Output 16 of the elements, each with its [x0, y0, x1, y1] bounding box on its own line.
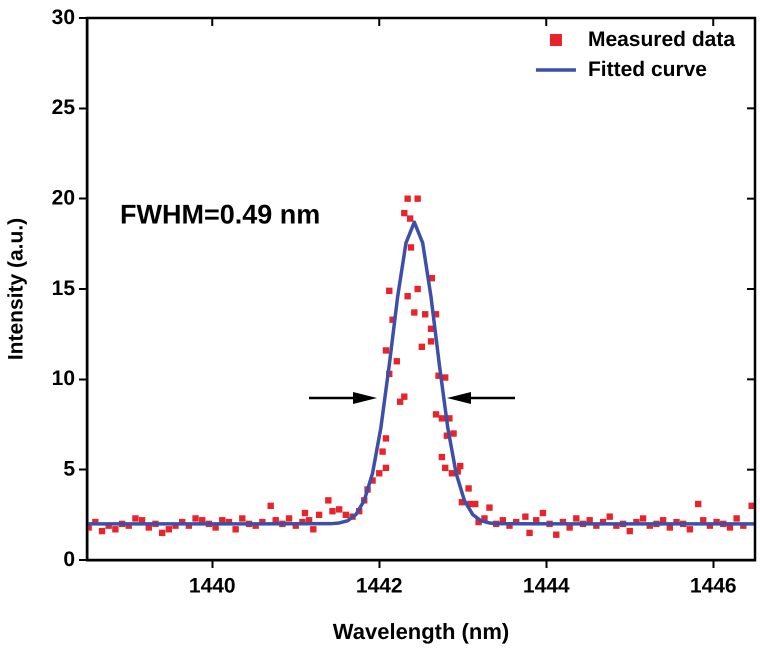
- y-tick-label: 30: [52, 6, 75, 29]
- legend-label: Measured data: [588, 28, 736, 51]
- y-tick-label: 15: [52, 276, 76, 300]
- annotation: FWHM=0.49 nm: [120, 199, 320, 230]
- x-axis-title: Wavelength (nm): [332, 618, 510, 644]
- x-tick-label: 1446: [690, 574, 737, 598]
- x-tick-label: 1444: [522, 574, 570, 598]
- y-axis-title: Intensity (a.u.): [4, 218, 28, 360]
- x-tick-label: 1442: [356, 574, 403, 598]
- y-tick-label: 20: [52, 186, 75, 210]
- legend-label: Fitted curve: [588, 58, 707, 81]
- y-tick-label: 10: [52, 367, 75, 390]
- y-tick-label: 5: [63, 457, 76, 480]
- y-tick-label: 0: [63, 548, 75, 571]
- x-tick-label: 1440: [188, 574, 236, 598]
- y-tick-label: 25: [52, 96, 76, 120]
